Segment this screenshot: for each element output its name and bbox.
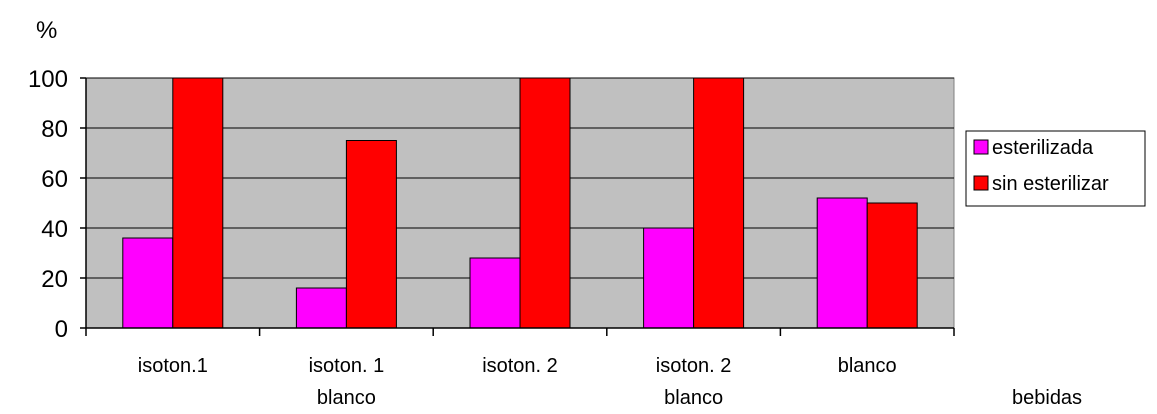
legend-swatch-sin-esterilizar: [973, 175, 989, 191]
bar-esterilizada-2: [469, 257, 521, 329]
legend-swatch-esterilizada: [973, 139, 989, 155]
legend: esterilizada sin esterilizar: [965, 130, 1146, 207]
bar-sin-esterilizar-4: [866, 202, 918, 329]
bar-esterilizada-4: [816, 197, 868, 329]
bar-esterilizada-1: [295, 287, 347, 329]
y-tick-label: 60: [41, 166, 68, 193]
legend-label-esterilizada: esterilizada: [992, 137, 1094, 159]
legend-label-sin-esterilizar: sin esterilizar: [992, 173, 1109, 195]
bar-sin-esterilizar-1: [345, 140, 397, 329]
bars: [122, 77, 918, 329]
axes: [80, 77, 955, 336]
y-tick-label: 100: [28, 66, 68, 93]
legend-box: [965, 130, 1146, 207]
x-tick-labels: isoton.1 isoton. 1 blanco isoton. 2 isoton. …: [138, 355, 897, 409]
bar-esterilizada-0: [122, 237, 174, 329]
x-axis-label: bebidas: [1012, 387, 1082, 409]
y-tick-label: 40: [41, 216, 68, 243]
bar-sin-esterilizar-0: [172, 77, 224, 329]
y-tick-label: 0: [55, 316, 68, 343]
x-tick-label: blanco: [838, 355, 897, 377]
x-tick-label: isoton.1: [138, 355, 208, 377]
x-tick-label: isoton. 2: [482, 355, 558, 377]
y-tick-label: 80: [41, 116, 68, 143]
y-axis-label: %: [36, 17, 57, 44]
bar-sin-esterilizar-3: [693, 77, 745, 329]
x-tick-label: isoton. 2: [656, 355, 732, 377]
y-tick-labels: 0 20 40 60 80 100: [28, 66, 68, 343]
y-tick-label: 20: [41, 266, 68, 293]
x-tick-label: isoton. 1: [309, 355, 385, 377]
bar-esterilizada-3: [643, 227, 695, 329]
x-tick-label: blanco: [317, 387, 376, 409]
x-tick-label: blanco: [664, 387, 723, 409]
bar-sin-esterilizar-2: [519, 77, 571, 329]
